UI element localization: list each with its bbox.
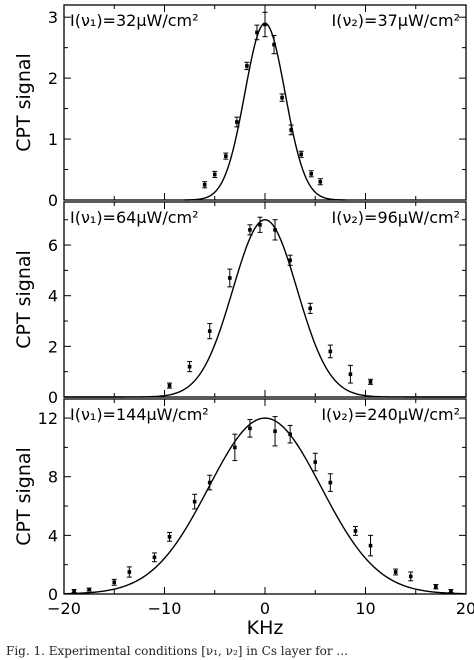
y-tick-label: 0 xyxy=(48,585,58,604)
data-point xyxy=(353,529,358,533)
data-point xyxy=(127,570,132,574)
data-point xyxy=(309,171,314,176)
data-point xyxy=(248,426,252,431)
y-tick-label: 3 xyxy=(48,8,58,27)
y-axis-label: CPT signal xyxy=(13,250,35,349)
y-tick-label: 8 xyxy=(48,468,58,487)
data-point xyxy=(212,172,217,177)
intensity-label-nu1: I(ν₁)=32μW/cm² xyxy=(70,11,199,30)
data-point xyxy=(408,574,413,579)
data-point xyxy=(393,570,398,574)
data-point xyxy=(263,22,267,27)
data-point xyxy=(308,306,313,311)
panel-2: 0 2 4 6 CPT signal I(ν₁)=64μW/cm² I(ν₂)=96μW/c… xyxy=(13,201,467,407)
y-tick-label: 2 xyxy=(48,337,58,356)
data-point xyxy=(207,329,212,333)
fit-curve xyxy=(63,417,467,595)
data-point xyxy=(235,120,239,124)
fit-curve xyxy=(64,219,466,398)
data-point xyxy=(248,228,252,232)
y-tick-label: 12 xyxy=(38,409,58,428)
panel-1: 0 1 2 3 CPT signal I(ν₁)=32μW/cm² I(ν₂)=37μW/c… xyxy=(13,4,467,210)
data-point xyxy=(192,499,197,504)
data-point xyxy=(255,30,259,35)
data-point xyxy=(87,587,91,592)
x-tick-label: 0 xyxy=(260,599,270,618)
x-axis-label: KHz xyxy=(247,617,284,639)
data-point xyxy=(112,580,117,585)
y-tick-label: 0 xyxy=(48,191,58,210)
x-tick-label: −20 xyxy=(47,599,81,618)
x-tick-label: 10 xyxy=(355,599,375,618)
panel-frame xyxy=(63,398,467,595)
data-point xyxy=(449,589,453,593)
data-point xyxy=(368,380,373,384)
y-tick-label: 0 xyxy=(48,388,58,407)
data-point xyxy=(313,460,318,464)
figure-caption: Fig. 1. Experimental conditions [ν₁, ν₂]… xyxy=(6,644,348,658)
intensity-label-nu1: I(ν₁)=64μW/cm² xyxy=(70,208,199,227)
data-point xyxy=(258,222,262,227)
data-point xyxy=(288,258,292,263)
intensity-label-nu2: I(ν₂)=37μW/cm² xyxy=(331,11,460,30)
data-point xyxy=(245,64,249,68)
y-tick-label: 4 xyxy=(48,526,58,545)
panel-frame xyxy=(63,201,467,398)
data-point xyxy=(272,42,276,47)
intensity-label-nu1: I(ν₁)=144μW/cm² xyxy=(70,405,209,424)
y-tick-label: 6 xyxy=(48,236,58,255)
data-point xyxy=(348,372,353,377)
fit-curve xyxy=(184,22,346,201)
data-point xyxy=(167,535,172,539)
data-point xyxy=(207,480,212,485)
y-tick-label: 2 xyxy=(48,69,58,88)
data-point xyxy=(328,480,333,485)
data-point xyxy=(228,276,232,280)
data-point xyxy=(202,182,207,187)
data-point xyxy=(288,432,292,436)
data-point xyxy=(167,383,172,388)
y-tick-label: 1 xyxy=(48,130,58,149)
data-point xyxy=(318,179,323,184)
y-tick-label: 4 xyxy=(48,287,58,306)
data-point xyxy=(280,95,284,100)
intensity-label-nu2: I(ν₂)=96μW/cm² xyxy=(331,208,460,227)
data-point xyxy=(72,589,76,593)
x-tick-label: −10 xyxy=(148,599,182,618)
data-point xyxy=(368,543,373,548)
data-point xyxy=(233,445,237,450)
data-point xyxy=(152,555,157,560)
data-point xyxy=(328,349,333,354)
data-point xyxy=(273,429,277,434)
x-tick-label: 20 xyxy=(456,599,474,618)
data-point xyxy=(289,128,293,132)
data-point xyxy=(187,364,192,369)
y-axis-label: CPT signal xyxy=(13,447,35,546)
data-point xyxy=(224,154,228,158)
intensity-label-nu2: I(ν₂)=240μW/cm² xyxy=(321,405,460,424)
data-point xyxy=(299,152,303,157)
data-point xyxy=(273,228,277,232)
data-point xyxy=(434,584,438,589)
y-axis-label: CPT signal xyxy=(13,53,35,152)
